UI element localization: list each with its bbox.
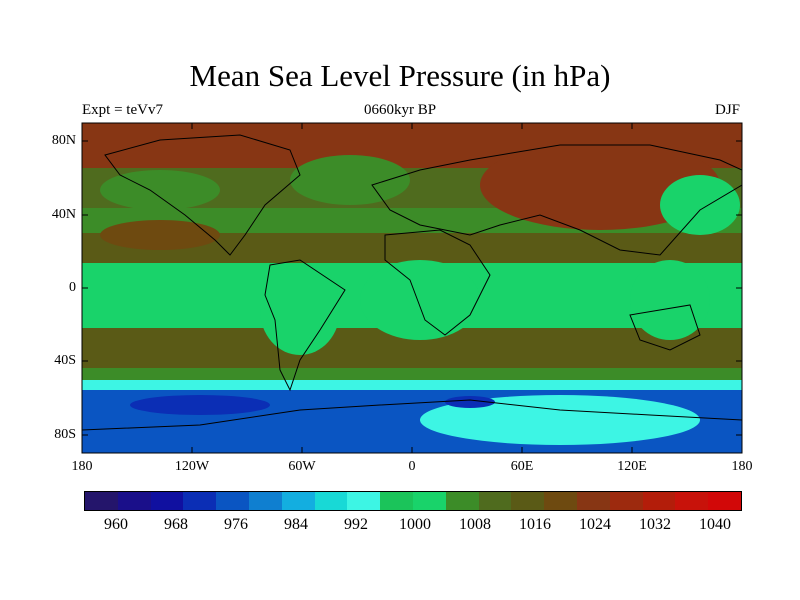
y-tick-label: 40N — [51, 207, 76, 222]
colorbar-swatch — [412, 492, 446, 510]
colorbar-swatch — [478, 492, 512, 510]
colorbar-swatch — [216, 492, 249, 510]
colorbar-swatch — [183, 492, 217, 510]
colorbar-swatch — [675, 492, 709, 510]
colorbar-label: 960 — [104, 516, 128, 533]
colorbar — [84, 491, 742, 511]
colorbar-swatch — [347, 492, 381, 510]
colorbar-swatch — [609, 492, 643, 510]
x-tick-label: 0 — [408, 459, 416, 474]
pressure-field — [82, 123, 742, 453]
colorbar-swatch — [314, 492, 348, 510]
season-label: DJF — [714, 102, 740, 118]
colorbar-swatch — [511, 492, 545, 510]
colorbar-label: 984 — [284, 516, 308, 533]
colorbar-swatch — [281, 492, 315, 510]
colorbar-swatch — [150, 492, 184, 510]
period-label: 0660kyr BP — [363, 102, 437, 118]
chart-title: Mean Sea Level Pressure (in hPa) — [189, 58, 611, 93]
colorbar-label: 992 — [344, 516, 368, 533]
coastlines — [82, 134, 742, 431]
colorbar-swatch — [117, 492, 151, 510]
y-tick-label: 80S — [54, 427, 76, 442]
colorbar-swatch — [708, 492, 741, 510]
colorbar-label: 968 — [164, 516, 188, 533]
colorbar-label: 1016 — [519, 516, 551, 533]
x-tick-label: 120E — [617, 459, 647, 474]
x-tick-label: 180 — [71, 459, 93, 474]
y-tick-label: 40S — [54, 353, 76, 368]
colorbar-swatch — [380, 492, 413, 510]
colorbar-label: 1040 — [699, 516, 731, 533]
x-tick-label: 120W — [174, 459, 210, 474]
x-tick-label: 60E — [510, 459, 534, 474]
y-tick-label: 0 — [69, 280, 76, 295]
experiment-label: Expt = teVv7 — [82, 102, 163, 118]
colorbar-swatch — [576, 492, 610, 510]
colorbar-label: 1008 — [459, 516, 491, 533]
x-tick-label: 180 — [731, 459, 753, 474]
colorbar-swatch — [445, 492, 479, 510]
colorbar-swatch — [642, 492, 676, 510]
colorbar-label: 1024 — [579, 516, 611, 533]
colorbar-swatch — [544, 492, 577, 510]
x-tick-label: 60W — [288, 459, 316, 474]
colorbar-swatch — [248, 492, 282, 510]
colorbar-swatch — [85, 492, 118, 510]
colorbar-label: 976 — [224, 516, 248, 533]
colorbar-label: 1000 — [399, 516, 431, 533]
colorbar-label: 1032 — [639, 516, 671, 533]
y-tick-label: 80N — [51, 133, 76, 148]
